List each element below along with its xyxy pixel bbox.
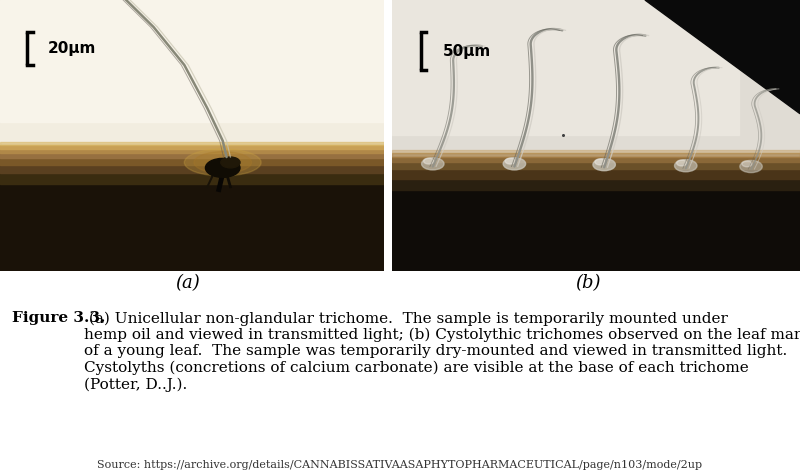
Bar [0, 165, 384, 173]
Text: (b): (b) [575, 274, 601, 292]
Text: Source: https://archive.org/details/CANNABISSATIVAASAPHYTOPHARMACEUTICAL/page/n1: Source: https://archive.org/details/CANN… [98, 460, 702, 470]
Bar [0, 184, 384, 271]
Ellipse shape [422, 158, 444, 170]
Bar [0, 142, 384, 145]
Ellipse shape [677, 160, 686, 166]
Ellipse shape [194, 152, 251, 173]
Ellipse shape [206, 158, 240, 177]
Bar [392, 0, 800, 168]
Bar [392, 0, 739, 135]
Bar [392, 179, 800, 190]
Text: (a) Unicellular non-glandular trichome.  The sample is temporarily mounted under: (a) Unicellular non-glandular trichome. … [84, 311, 800, 392]
Ellipse shape [595, 159, 605, 165]
Bar [0, 0, 384, 122]
Bar [392, 150, 800, 153]
Text: Figure 3.3.: Figure 3.3. [12, 311, 106, 325]
Bar [392, 190, 800, 271]
Text: (a): (a) [176, 274, 200, 292]
Bar [0, 145, 384, 149]
Ellipse shape [184, 149, 261, 176]
Bar [0, 153, 384, 158]
Bar [0, 0, 384, 176]
Ellipse shape [506, 158, 515, 164]
Ellipse shape [593, 159, 615, 171]
Ellipse shape [740, 161, 762, 172]
Bar [392, 169, 800, 179]
Text: 20μm: 20μm [48, 41, 96, 56]
Bar [0, 173, 384, 184]
Bar [392, 157, 800, 162]
Ellipse shape [674, 160, 697, 172]
Bar [0, 149, 384, 153]
Ellipse shape [424, 158, 434, 164]
Ellipse shape [742, 161, 752, 167]
Text: 50μm: 50μm [443, 44, 491, 59]
Ellipse shape [221, 157, 240, 168]
Bar [392, 153, 800, 157]
Polygon shape [645, 0, 800, 114]
Bar [392, 162, 800, 169]
Bar [0, 158, 384, 165]
Ellipse shape [503, 158, 526, 170]
